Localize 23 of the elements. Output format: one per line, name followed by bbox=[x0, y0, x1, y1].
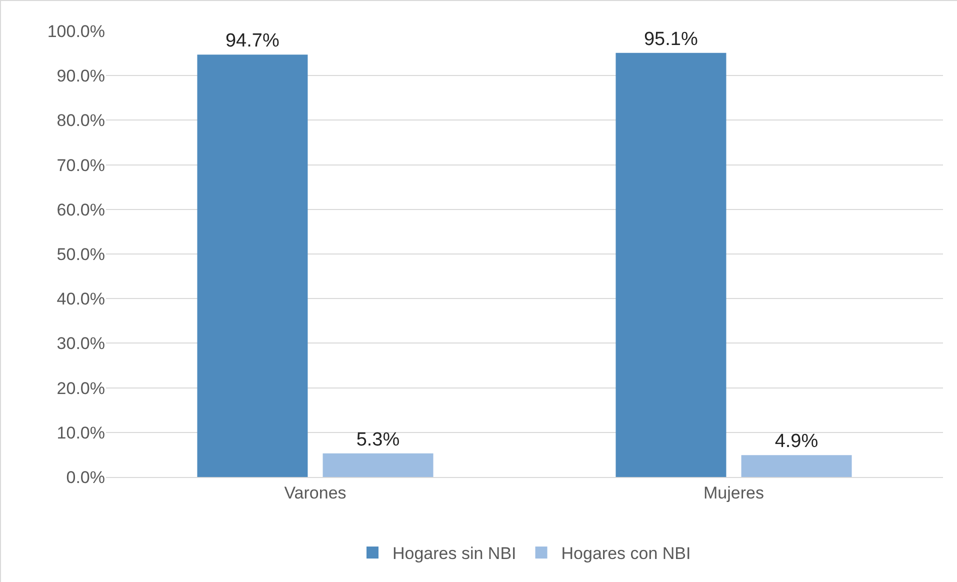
bar bbox=[322, 453, 434, 477]
legend-label: Hogares con NBI bbox=[561, 544, 691, 564]
y-tick-label: 20.0% bbox=[56, 378, 105, 398]
y-tick-label: 10.0% bbox=[56, 423, 105, 442]
y-tick-label: 100.0% bbox=[47, 22, 105, 41]
legend-label: Hogares sin NBI bbox=[392, 544, 516, 564]
data-label: 95.1% bbox=[644, 28, 698, 50]
y-tick-label: 60.0% bbox=[56, 200, 105, 220]
data-label: 4.9% bbox=[774, 431, 818, 452]
bar bbox=[741, 455, 852, 477]
y-tick-label: 80.0% bbox=[56, 111, 105, 130]
y-tick-label: 40.0% bbox=[56, 290, 105, 309]
x-tick-label: Varones bbox=[284, 483, 346, 502]
x-tick-label: Mujeres bbox=[704, 483, 764, 502]
bar bbox=[197, 54, 308, 477]
data-label: 94.7% bbox=[225, 30, 280, 52]
bar bbox=[616, 52, 726, 477]
y-tick-label: 30.0% bbox=[56, 334, 105, 354]
y-tick-label: 90.0% bbox=[56, 66, 105, 86]
data-label: 5.3% bbox=[356, 429, 400, 450]
y-tick-label: 50.0% bbox=[56, 244, 105, 264]
y-tick-label: 70.0% bbox=[56, 156, 105, 175]
y-tick-label: 0.0% bbox=[66, 468, 105, 487]
